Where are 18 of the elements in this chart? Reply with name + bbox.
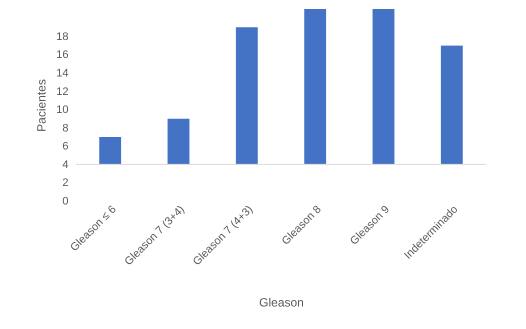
y-tick-label: 18 xyxy=(56,30,68,43)
bar xyxy=(236,27,258,164)
y-axis-title: Pacientes xyxy=(34,79,48,132)
bar xyxy=(99,137,122,164)
x-axis-title: Gleason xyxy=(259,295,304,310)
y-tick-label: 6 xyxy=(62,140,68,153)
y-tick-label: 12 xyxy=(56,86,68,98)
bar xyxy=(372,9,394,164)
y-tick-label: 16 xyxy=(56,49,68,62)
y-tick-label: 4 xyxy=(62,158,68,171)
y-tick-label: 10 xyxy=(56,104,68,116)
bar xyxy=(440,46,463,164)
y-tick-label: 0 xyxy=(62,196,68,208)
y-tick-label: 2 xyxy=(62,177,68,190)
y-tick-label: 8 xyxy=(62,122,68,134)
y-tick-label: 14 xyxy=(56,68,68,80)
bar xyxy=(304,9,326,164)
bar xyxy=(168,118,190,164)
